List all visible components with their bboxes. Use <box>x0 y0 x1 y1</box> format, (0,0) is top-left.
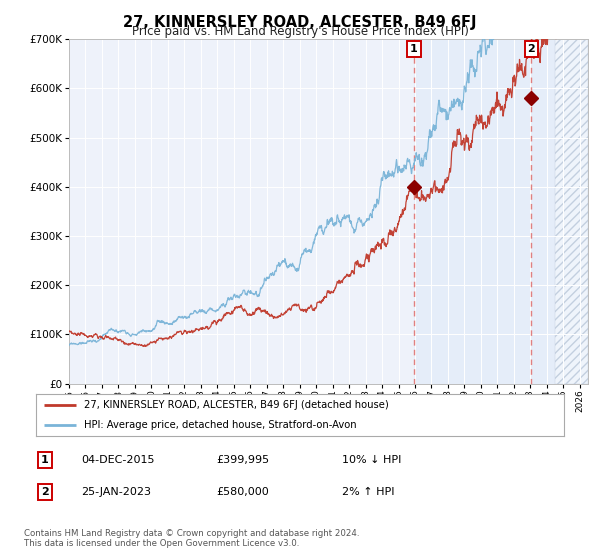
Text: Contains HM Land Registry data © Crown copyright and database right 2024.: Contains HM Land Registry data © Crown c… <box>24 529 359 538</box>
Text: 1: 1 <box>41 455 49 465</box>
Text: 2% ↑ HPI: 2% ↑ HPI <box>342 487 395 497</box>
Text: HPI: Average price, detached house, Stratford-on-Avon: HPI: Average price, detached house, Stra… <box>83 420 356 430</box>
Text: £580,000: £580,000 <box>216 487 269 497</box>
Text: 25-JAN-2023: 25-JAN-2023 <box>81 487 151 497</box>
Text: This data is licensed under the Open Government Licence v3.0.: This data is licensed under the Open Gov… <box>24 539 299 548</box>
Text: 10% ↓ HPI: 10% ↓ HPI <box>342 455 401 465</box>
Text: 2: 2 <box>527 44 535 54</box>
Text: 04-DEC-2015: 04-DEC-2015 <box>81 455 155 465</box>
Text: 27, KINNERSLEY ROAD, ALCESTER, B49 6FJ (detached house): 27, KINNERSLEY ROAD, ALCESTER, B49 6FJ (… <box>83 400 388 410</box>
Bar <box>413 39 588 384</box>
Text: £399,995: £399,995 <box>216 455 269 465</box>
Bar <box>555 39 588 384</box>
Text: 27, KINNERSLEY ROAD, ALCESTER, B49 6FJ: 27, KINNERSLEY ROAD, ALCESTER, B49 6FJ <box>123 15 477 30</box>
Text: 1: 1 <box>410 44 418 54</box>
Text: 2: 2 <box>41 487 49 497</box>
Text: Price paid vs. HM Land Registry's House Price Index (HPI): Price paid vs. HM Land Registry's House … <box>131 25 469 38</box>
